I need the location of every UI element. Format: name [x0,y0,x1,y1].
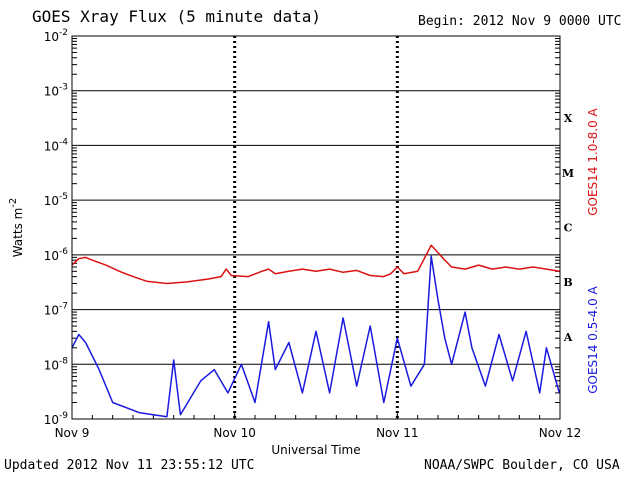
y-tick-label: 10-7 [44,302,68,318]
y-tick-label: 10-9 [44,411,69,427]
series-layer [71,244,561,418]
flare-class-labels: X M C B A [562,112,574,344]
x-axis-label: Universal Time [271,443,360,457]
plot-grid [71,35,561,420]
x-tick-labels: Nov 9 Nov 10 Nov 11 Nov 12 [55,426,582,440]
x-tick-label: Nov 12 [539,426,582,440]
y-tick-labels: 10-2 10-3 10-4 10-5 10-6 10-7 10-8 10-9 [44,28,69,427]
legend-short-channel: GOES14 0.5-4.0 A [586,285,600,393]
x-tick-label: Nov 9 [55,426,90,440]
y-axis-label-base: Watts m [11,208,25,258]
series-long-channel [71,244,560,285]
y-tick-label: 10-8 [44,356,69,372]
y-tick-label: 10-5 [44,192,68,208]
y-tick-label: 10-2 [44,28,68,44]
y-tick-label: 10-6 [44,247,69,263]
y-tick-label: 10-3 [44,83,68,99]
y-axis-label-exp: -2 [8,198,19,208]
legend-long-channel: GOES14 1.0-8.0 A [586,107,600,215]
y-axis-label: Watts m-2 [8,198,25,258]
series-short-channel [71,255,561,418]
plot-frame [71,35,561,420]
flare-class-label: X [564,112,573,125]
y-tick-label: 10-4 [44,137,69,153]
updated-timestamp: Updated 2012 Nov 11 23:55:12 UTC [4,458,255,473]
flare-class-label: C [564,222,573,235]
x-tick-label: Nov 11 [376,426,419,440]
flare-class-label: M [562,167,574,180]
chart-title: GOES Xray Flux (5 minute data) [32,7,321,26]
credit-line: NOAA/SWPC Boulder, CO USA [424,458,620,473]
flare-class-label: A [563,331,573,344]
x-tick-label: Nov 10 [213,426,256,440]
flare-class-label: B [563,276,572,289]
begin-time: Begin: 2012 Nov 9 0000 UTC [418,14,622,29]
